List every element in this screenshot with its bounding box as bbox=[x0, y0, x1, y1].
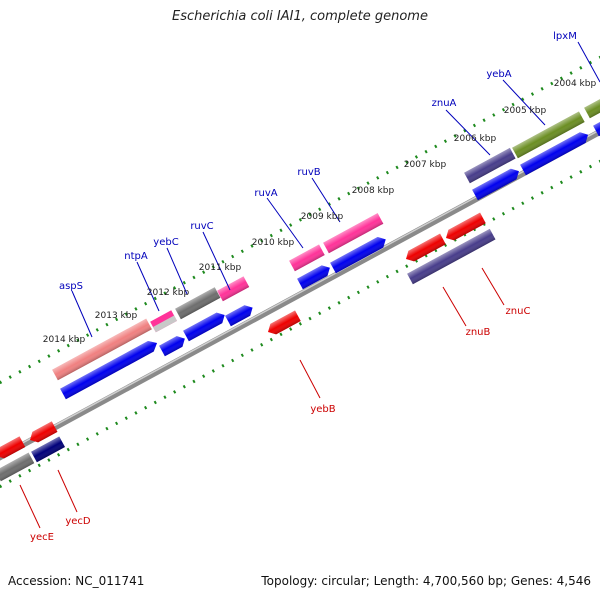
cds-ntpA[interactable] bbox=[159, 333, 188, 357]
gene-label-ruvB[interactable]: ruvB bbox=[297, 167, 320, 178]
outer-tick-track bbox=[0, 55, 600, 385]
tick-label-2004: 2004 kbp bbox=[554, 79, 597, 89]
cds-yecE[interactable] bbox=[0, 436, 26, 461]
leader-znuC bbox=[481, 267, 505, 306]
cds-ruvA[interactable] bbox=[297, 263, 333, 290]
gene-label-ntpA[interactable]: ntpA bbox=[124, 251, 148, 262]
position-ticks: 2004 kbp 2005 kbp 2006 kbp 2007 kbp 2008… bbox=[43, 79, 597, 345]
feature-yebC-category[interactable] bbox=[175, 287, 221, 320]
feature-ntpA-category[interactable] bbox=[150, 310, 177, 333]
leader-aspS bbox=[71, 290, 93, 338]
feature-ruvB-category[interactable] bbox=[323, 213, 384, 254]
cds-aspS[interactable] bbox=[60, 338, 160, 400]
gene-label-znuA[interactable]: znuA bbox=[432, 98, 457, 109]
inner-tick-track bbox=[0, 159, 600, 489]
leader-ntpA bbox=[136, 261, 160, 312]
gene-label-ruvC[interactable]: ruvC bbox=[190, 221, 213, 232]
cds-yebC[interactable] bbox=[183, 310, 227, 342]
tick-label-2005: 2005 kbp bbox=[504, 106, 547, 116]
leader-yecE bbox=[19, 484, 41, 529]
label-leaders bbox=[19, 41, 600, 529]
tick-label-2007: 2007 kbp bbox=[404, 160, 447, 170]
leader-ruvA bbox=[266, 197, 304, 249]
leader-yecD bbox=[57, 469, 78, 513]
gene-label-ruvA[interactable]: ruvA bbox=[254, 188, 277, 199]
feature-yecE-category[interactable] bbox=[0, 452, 35, 482]
gene-label-yecE[interactable]: yecE bbox=[30, 532, 54, 543]
tick-label-2009: 2009 kbp bbox=[301, 212, 344, 222]
gene-label-yecD[interactable]: yecD bbox=[65, 516, 91, 527]
cds-yecD[interactable] bbox=[27, 421, 58, 445]
leader-yebA bbox=[502, 79, 546, 126]
feature-znuBC-category[interactable] bbox=[407, 228, 496, 285]
cds-ruvC[interactable] bbox=[225, 302, 255, 327]
gene-label-yebA[interactable]: yebA bbox=[486, 69, 511, 80]
gene-label-znuB[interactable]: znuB bbox=[466, 327, 491, 338]
leader-yebC bbox=[166, 247, 188, 295]
tick-label-2013: 2013 kbp bbox=[95, 311, 138, 321]
cds-znuC[interactable] bbox=[443, 212, 486, 244]
gene-label-aspS[interactable]: aspS bbox=[59, 281, 83, 292]
leader-znuA bbox=[445, 109, 491, 156]
gene-labels: lpxM yebA znuA ruvB ruvA ruvC yebC ntpA … bbox=[30, 31, 577, 543]
leader-ruvC bbox=[202, 231, 231, 291]
tick-label-2006: 2006 kbp bbox=[454, 134, 497, 144]
feature-yecD-category[interactable] bbox=[31, 436, 65, 463]
inner-tick-dots bbox=[0, 159, 600, 489]
tick-label-2008: 2008 kbp bbox=[352, 186, 395, 196]
feature-yebA-category[interactable] bbox=[512, 111, 585, 159]
feature-lpxM-category[interactable] bbox=[584, 88, 600, 119]
tick-label-2011: 2011 kbp bbox=[199, 263, 242, 273]
map-title: Escherichia coli IAI1, complete genome bbox=[172, 9, 428, 24]
leader-yebB bbox=[299, 359, 321, 399]
gene-label-lpxM[interactable]: lpxM bbox=[553, 31, 577, 42]
genome-summary-text: Topology: circular; Length: 4,700,560 bp… bbox=[261, 574, 591, 588]
cds-znuB[interactable] bbox=[403, 233, 446, 265]
gene-label-yebB[interactable]: yebB bbox=[310, 404, 335, 415]
leader-znuB bbox=[442, 286, 467, 327]
feature-ruvC-category[interactable] bbox=[217, 276, 250, 302]
accession-text: Accession: NC_011741 bbox=[8, 574, 145, 588]
outer-tick-dots bbox=[0, 55, 600, 385]
gene-label-znuC[interactable]: znuC bbox=[506, 306, 531, 317]
cds-ruvB[interactable] bbox=[330, 234, 388, 274]
tick-label-2010: 2010 kbp bbox=[252, 238, 295, 248]
gene-label-yebC[interactable]: yebC bbox=[153, 237, 178, 248]
feature-aspS-category[interactable] bbox=[52, 318, 152, 381]
leader-ruvB bbox=[311, 177, 341, 223]
cds-yebA[interactable] bbox=[520, 129, 591, 176]
feature-znuA-category[interactable] bbox=[464, 147, 516, 184]
feature-ruvA-category[interactable] bbox=[289, 244, 325, 272]
cds-yebB[interactable] bbox=[265, 310, 301, 338]
features bbox=[0, 88, 600, 482]
leader-lpxM bbox=[577, 41, 600, 83]
tick-label-2014: 2014 kbp bbox=[43, 335, 86, 345]
cds-znuA[interactable] bbox=[472, 166, 522, 201]
tick-label-2012: 2012 kbp bbox=[147, 288, 190, 298]
